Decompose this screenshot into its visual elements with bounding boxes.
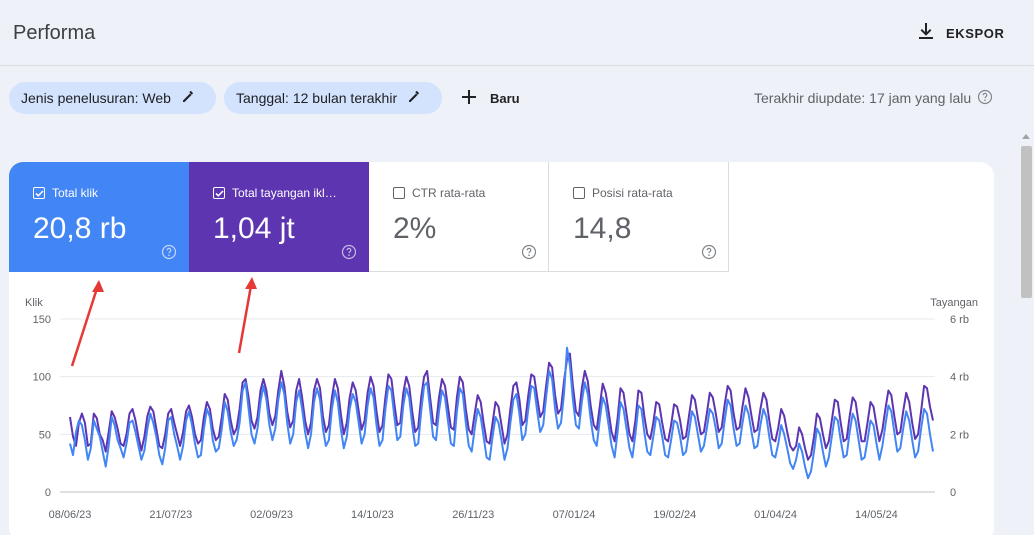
metric-value: 20,8 rb [33, 212, 127, 245]
metric-label: Posisi rata-rata [592, 186, 673, 200]
help-icon[interactable] [521, 244, 537, 265]
right-axis-tick-label: 0 [950, 487, 956, 499]
right-axis-title: Tayangan [930, 297, 978, 309]
left-axis-tick-label: 150 [33, 314, 51, 326]
chart-gridlines [60, 318, 935, 493]
export-label: EKSPOR [946, 25, 1005, 41]
filter-bar: Jenis penelusuran: Web Tanggal: 12 bulan… [0, 82, 1034, 114]
x-axis-tick-label: 07/01/24 [553, 509, 596, 521]
help-icon[interactable] [161, 244, 177, 265]
edit-icon[interactable] [407, 90, 421, 107]
metric-value: 1,04 jt [213, 212, 295, 245]
right-axis-tick-label: 6 rb [950, 314, 969, 326]
metric-average-position[interactable]: Posisi rata-rata 14,8 [549, 162, 729, 272]
metric-value: 14,8 [573, 212, 632, 245]
checkbox-unchecked-icon[interactable] [573, 187, 585, 199]
plus-icon [460, 88, 478, 109]
export-button[interactable]: EKSPOR [916, 22, 1005, 44]
page-header: Performa EKSPOR [0, 0, 1034, 66]
left-axis-title: Klik [25, 297, 43, 309]
right-axis-tick-label: 4 rb [950, 372, 969, 384]
x-axis-tick-label: 19/02/24 [653, 509, 696, 521]
date-filter-label: Tanggal: 12 bulan terakhir [236, 90, 398, 106]
last-updated-info: Terakhir diupdate: 17 jam yang lalu [754, 82, 993, 114]
x-axis-tick-label: 02/09/23 [250, 509, 293, 521]
search-type-filter-chip[interactable]: Jenis penelusuran: Web [9, 82, 216, 114]
series-line [69, 352, 934, 461]
right-axis-tick-label: 2 rb [950, 429, 969, 441]
metric-label: CTR rata-rata [412, 186, 486, 200]
metric-label: Total klik [52, 186, 99, 200]
date-filter-chip[interactable]: Tanggal: 12 bulan terakhir [224, 82, 442, 114]
help-icon[interactable] [701, 244, 717, 265]
left-axis-tick-label: 0 [45, 487, 51, 499]
help-icon[interactable] [977, 89, 993, 108]
performance-chart[interactable]: Klik Tayangan 150 100 50 0 6 rb 4 rb 2 rb 0 08… [0, 290, 1034, 535]
metric-total-impressions[interactable]: Total tayangan ikl… 1,04 jt [189, 162, 369, 272]
checkbox-unchecked-icon[interactable] [393, 187, 405, 199]
edit-icon[interactable] [181, 90, 195, 107]
scroll-up-icon[interactable] [1022, 134, 1030, 139]
left-axis-tick-label: 50 [39, 429, 51, 441]
series-line [69, 346, 934, 480]
x-axis-tick-label: 08/06/23 [49, 509, 92, 521]
metric-label: Total tayangan ikl… [232, 186, 337, 200]
checkbox-checked-icon[interactable] [213, 187, 225, 199]
page-title: Performa [13, 22, 96, 44]
checkbox-checked-icon[interactable] [33, 187, 45, 199]
left-axis-tick-label: 100 [33, 372, 51, 384]
new-filter-button[interactable]: Baru [460, 82, 520, 114]
performance-card: Total klik 20,8 rb Total tayangan ikl… 1… [9, 162, 994, 535]
scrollbar[interactable] [1019, 130, 1034, 535]
x-axis-tick-label: 26/11/23 [452, 509, 494, 521]
metric-value: 2% [393, 212, 437, 245]
download-icon [916, 21, 936, 46]
chart-series [69, 346, 934, 480]
last-updated-text: Terakhir diupdate: 17 jam yang lalu [754, 90, 972, 106]
metric-average-ctr[interactable]: CTR rata-rata 2% [369, 162, 549, 272]
left-axis-ticks: 150 100 50 0 [33, 314, 51, 499]
metric-total-clicks[interactable]: Total klik 20,8 rb [9, 162, 189, 272]
x-axis-ticks: 08/06/23 21/07/23 02/09/23 14/10/23 26/11/23… [49, 509, 898, 521]
search-type-filter-label: Jenis penelusuran: Web [21, 90, 171, 106]
x-axis-tick-label: 14/10/23 [351, 509, 394, 521]
x-axis-tick-label: 14/05/24 [855, 509, 898, 521]
x-axis-tick-label: 21/07/23 [149, 509, 192, 521]
scrollbar-thumb[interactable] [1021, 146, 1032, 298]
new-filter-label: Baru [490, 90, 520, 106]
x-axis-tick-label: 01/04/24 [754, 509, 797, 521]
help-icon[interactable] [341, 244, 357, 265]
right-axis-ticks: 6 rb 4 rb 2 rb 0 [950, 314, 969, 499]
